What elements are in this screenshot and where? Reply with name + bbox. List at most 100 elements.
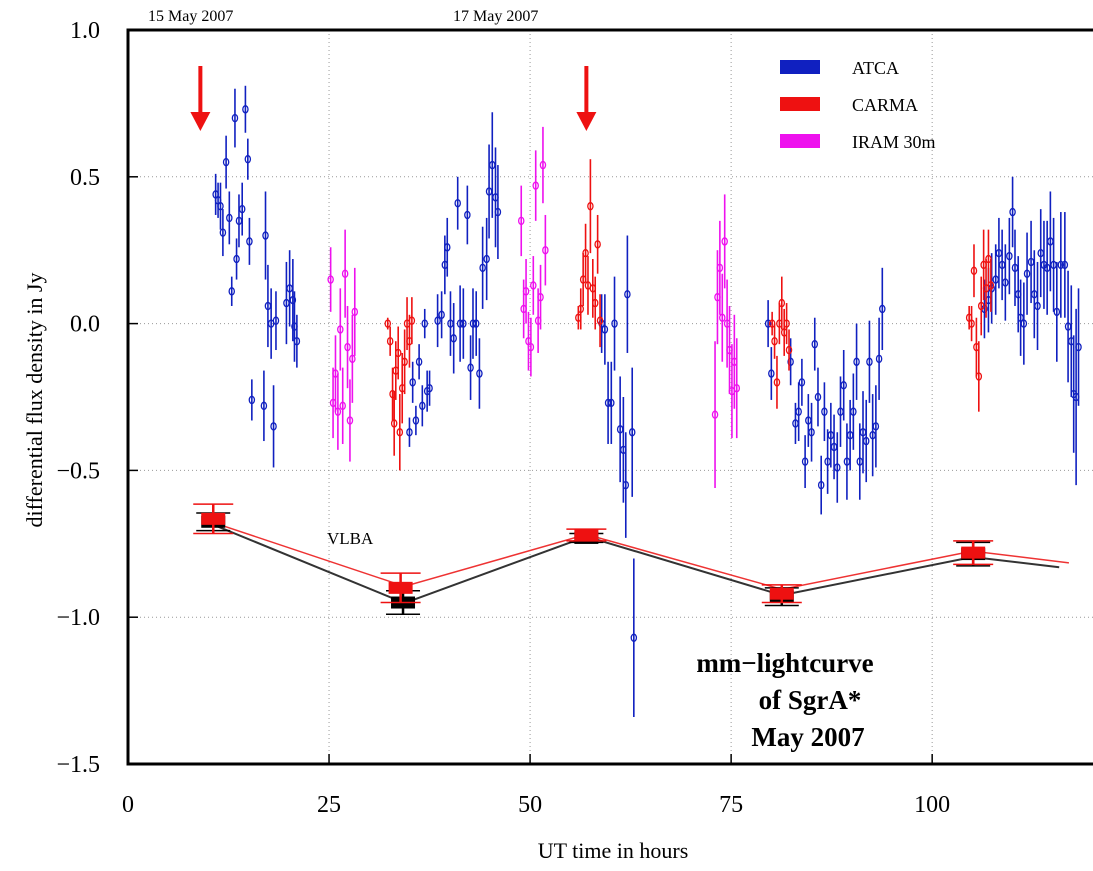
atca-marker: [238, 204, 246, 214]
atca-point: [242, 85, 249, 133]
vlba-red-marker: [388, 581, 413, 594]
atca-point: [624, 235, 631, 353]
vlba-red-point: [761, 584, 802, 604]
atca-point: [846, 399, 854, 471]
iram-30m-marker: [721, 237, 728, 246]
carma-point: [394, 326, 402, 380]
y-axis-title: differential flux density in Jy: [22, 273, 47, 528]
atca-point: [217, 182, 224, 230]
atca-marker: [464, 210, 471, 220]
atca-point: [289, 259, 297, 342]
atca-point: [830, 414, 838, 480]
iram-30m-marker: [539, 160, 547, 170]
iram-30m-point: [711, 341, 719, 489]
atca-marker: [260, 401, 268, 411]
atca-point: [438, 291, 445, 339]
axis-ticks: 0 25 50 75 100 1.0 0.5 0.0 −0.5 −1.0 −1.5: [56, 18, 950, 818]
atca-point: [801, 435, 809, 489]
iram-30m-marker: [344, 342, 351, 352]
atca-point: [226, 191, 233, 245]
atca-point: [859, 391, 867, 474]
atca-point: [611, 276, 618, 371]
iram-30m-point: [721, 194, 728, 289]
iram-30m-point: [337, 288, 344, 371]
carma-point: [773, 355, 781, 409]
atca-marker: [454, 198, 461, 208]
carma-marker: [773, 378, 781, 387]
atca-point: [1006, 217, 1013, 295]
atca-point: [244, 138, 252, 180]
atca-point: [260, 370, 268, 442]
y-tick-label: −1.5: [56, 752, 100, 778]
atca-marker: [814, 392, 822, 402]
vlba-black-line: [208, 521, 1060, 605]
atca-marker: [811, 339, 819, 349]
atca-marker: [248, 395, 256, 405]
iram-30m-marker: [341, 269, 349, 278]
iram-30m-point: [733, 338, 741, 439]
atca-marker: [444, 243, 451, 252]
atca-marker: [608, 398, 615, 408]
y-tick-label: 0.0: [70, 312, 100, 338]
atca-marker: [862, 436, 870, 446]
atca-point: [1053, 261, 1061, 362]
atca-point: [472, 291, 480, 356]
atca-point: [286, 250, 293, 327]
grid-lines: [128, 30, 1093, 764]
carma-point: [577, 288, 584, 330]
atca-point: [1031, 250, 1038, 339]
legend-label-carma: CARMA: [852, 95, 918, 115]
x-tick-label: 0: [122, 792, 134, 818]
atca-marker: [242, 105, 249, 114]
atca-point: [1061, 212, 1069, 318]
atca-point: [869, 394, 876, 477]
atca-point: [764, 300, 772, 348]
atca-marker: [622, 480, 630, 490]
atca-marker: [272, 316, 280, 325]
carma-point: [384, 317, 391, 330]
carma-point: [778, 276, 786, 330]
iram-30m-point: [339, 367, 346, 444]
carma-point: [785, 329, 793, 371]
atca-marker: [217, 201, 224, 211]
atca-point: [837, 376, 844, 447]
atca-point: [415, 344, 423, 380]
carma-marker: [394, 348, 402, 358]
atca-point: [1064, 270, 1072, 383]
atca-marker: [450, 334, 457, 343]
atca-point: [222, 135, 230, 189]
atca-point: [630, 558, 638, 718]
carma-marker: [594, 240, 601, 249]
atca-marker: [764, 319, 772, 328]
atca-point: [412, 405, 420, 436]
atca-point: [238, 182, 246, 236]
atca-marker: [222, 157, 230, 167]
atca-point: [798, 358, 806, 406]
atca-marker: [879, 304, 886, 314]
iram-30m-marker: [337, 325, 344, 334]
carma-marker: [587, 201, 594, 211]
iram-30m-point: [346, 379, 354, 462]
atca-point: [231, 88, 239, 148]
atca-marker: [421, 319, 428, 328]
atca-point: [1075, 288, 1082, 406]
vlba-red-point: [953, 540, 994, 566]
atca-marker: [801, 457, 809, 466]
atca-point: [444, 217, 451, 277]
atca-marker: [483, 254, 490, 264]
iram-30m-point: [341, 229, 349, 318]
atca-point: [228, 276, 235, 306]
iram-30m-marker: [334, 407, 342, 416]
atca-point: [872, 385, 880, 468]
legend-label-atca: ATCA: [852, 58, 899, 78]
vlba-red-marker: [201, 512, 226, 525]
atca-point: [622, 432, 630, 538]
atca-point: [283, 261, 290, 345]
atca-point: [293, 314, 301, 368]
event-arrows: [190, 66, 597, 131]
atca-marker: [460, 319, 467, 328]
legend-label-iram: IRAM 30m: [852, 132, 936, 152]
atca-point: [450, 303, 457, 374]
atca-point: [1023, 232, 1031, 315]
carma-marker: [401, 357, 408, 367]
